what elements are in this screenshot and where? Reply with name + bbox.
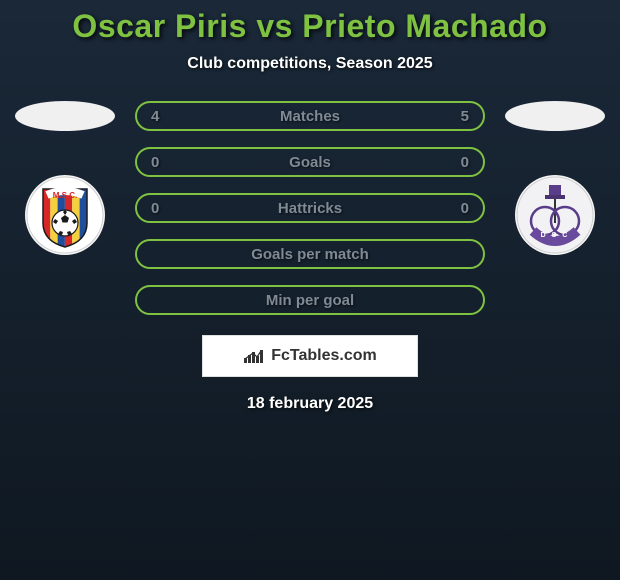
stat-right-value: 0 — [461, 154, 469, 171]
left-player-photo — [15, 101, 115, 131]
stat-row-matches: 4 Matches 5 — [135, 101, 485, 131]
stat-left-value: 0 — [151, 200, 159, 217]
stat-right-value: 0 — [461, 200, 469, 217]
left-club-badge-text: M.S.C. — [53, 191, 77, 200]
left-player-column: M.S.C. — [5, 101, 125, 255]
stat-left-value: 0 — [151, 154, 159, 171]
stats-column: 4 Matches 5 0 Goals 0 0 Hattricks 0 Goal… — [135, 101, 485, 315]
stat-row-hattricks: 0 Hattricks 0 — [135, 193, 485, 223]
msc-badge-icon: M.S.C. — [25, 175, 105, 255]
left-club-badge: M.S.C. — [25, 175, 105, 255]
bar-chart-icon — [243, 348, 265, 364]
date: 18 february 2025 — [247, 395, 373, 413]
branding-text: FcTables.com — [271, 347, 377, 365]
stat-left-value: 4 — [151, 108, 159, 125]
stat-label: Hattricks — [278, 200, 342, 217]
subtitle: Club competitions, Season 2025 — [187, 55, 432, 73]
right-player-photo — [505, 101, 605, 131]
stat-row-goals-per-match: Goals per match — [135, 239, 485, 269]
branding-box: FcTables.com — [202, 335, 418, 377]
stat-right-value: 5 — [461, 108, 469, 125]
page-title: Oscar Piris vs Prieto Machado — [72, 8, 547, 45]
stat-row-min-per-goal: Min per goal — [135, 285, 485, 315]
right-club-badge-text: D S C — [541, 232, 570, 239]
right-player-column: D S C — [495, 101, 615, 255]
stat-label: Min per goal — [266, 292, 354, 309]
right-club-badge: D S C — [515, 175, 595, 255]
stat-label: Matches — [280, 108, 340, 125]
dsc-badge-icon: D S C — [515, 175, 595, 255]
stat-label: Goals — [289, 154, 331, 171]
stat-row-goals: 0 Goals 0 — [135, 147, 485, 177]
stat-label: Goals per match — [251, 246, 369, 263]
comparison-row: M.S.C. 4 Matches 5 0 Goals — [0, 101, 620, 315]
